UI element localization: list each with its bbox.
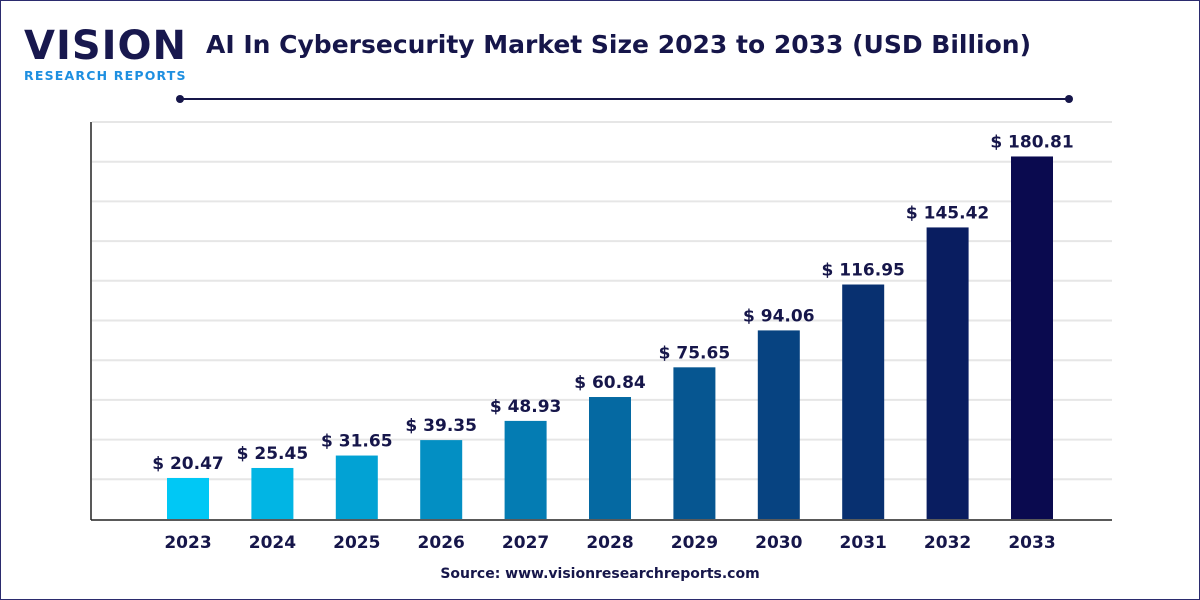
x-tick-label: 2030	[755, 533, 802, 553]
logo: VISION RESEARCH REPORTS	[24, 26, 187, 83]
x-tick-label: 2025	[333, 533, 380, 553]
data-label: $ 39.35	[405, 416, 477, 436]
data-label: $ 31.65	[321, 432, 393, 452]
logo-main-text: VISION	[24, 23, 188, 69]
chart-title: AI In Cybersecurity Market Size 2023 to …	[206, 30, 1032, 59]
source-note: Source: www.visionresearchreports.com	[440, 566, 760, 582]
bar-2026	[420, 440, 463, 519]
divider-dot-right	[1065, 95, 1073, 103]
x-tick-label: 2024	[249, 533, 296, 553]
data-label: $ 48.93	[490, 397, 562, 417]
bar-2023	[167, 477, 209, 519]
bar-2025	[335, 455, 378, 519]
data-label: $ 20.47	[152, 454, 224, 474]
x-tick-label: 2031	[840, 533, 887, 553]
data-label: $ 75.65	[659, 343, 731, 363]
bar-2032	[926, 227, 969, 519]
data-label: $ 145.42	[906, 203, 989, 223]
data-label: $ 25.45	[237, 444, 309, 464]
bar-2030	[757, 330, 800, 519]
x-tick-label: 2023	[164, 533, 211, 553]
bar-2033	[1011, 156, 1053, 519]
x-tick-label: 2026	[418, 533, 465, 553]
x-tick-label: 2032	[924, 533, 971, 553]
x-tick-label: 2033	[1008, 533, 1055, 553]
x-tick-label: 2028	[586, 533, 633, 553]
bar-2031	[842, 284, 885, 519]
x-tick-label: 2029	[671, 533, 718, 553]
data-label: $ 60.84	[574, 373, 646, 393]
bar-2028	[589, 397, 631, 519]
bar-2027	[504, 420, 547, 519]
bar-2024	[251, 467, 294, 519]
x-tick-label: 2027	[502, 533, 549, 553]
data-label: $ 94.06	[743, 306, 815, 326]
bar-2029	[673, 367, 716, 519]
divider-dot-left	[176, 95, 184, 103]
data-label: $ 180.81	[990, 132, 1073, 152]
data-label: $ 116.95	[822, 261, 905, 281]
logo-sub-text: RESEARCH REPORTS	[24, 68, 187, 83]
